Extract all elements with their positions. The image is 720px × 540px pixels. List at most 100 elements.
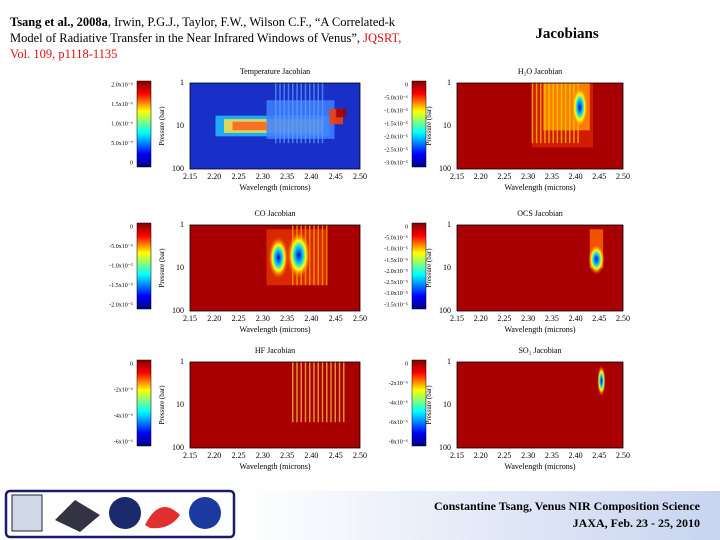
x-tick-label: 2.15 [450, 172, 464, 181]
colorbar-tick-label: 0 [405, 224, 408, 230]
panel: SO₂ Jacobian 0 -2x10⁻⁶ -4x10⁻⁶ -6x10⁻⁶ -8x10⁻… [389, 346, 630, 471]
citation-text: , Irwin, P.G.J., Taylor, F.W., Wilson C.… [10, 15, 396, 45]
colorbar-tick-label: -1.0x10⁻⁵ [384, 247, 408, 253]
x-tick-label: 2.45 [329, 314, 343, 323]
heatmap-stripe [313, 83, 315, 144]
y-tick-label: 100 [439, 164, 451, 173]
heatmap-feature [232, 121, 267, 131]
panel-title: OCS Jacobian [517, 209, 563, 218]
panel-title: H₂O Jacobian [518, 67, 562, 76]
heatmap-feature [336, 108, 347, 118]
x-tick-label: 2.20 [207, 314, 221, 323]
y-tick-label: 10 [176, 263, 184, 272]
y-tick-label: 100 [439, 306, 451, 315]
logos [4, 489, 236, 539]
x-tick-label: 2.30 [256, 451, 270, 460]
y-tick-label: 10 [176, 400, 184, 409]
heatmap-stripe [317, 83, 319, 144]
heatmap-stripe [334, 362, 336, 423]
colorbar-tick-label: -2.0x10⁻⁵ [109, 302, 133, 308]
heatmap-blob [571, 85, 589, 129]
heatmap-stripe [304, 83, 307, 144]
y-axis-label: Pressure (bar) [158, 106, 166, 146]
heatmap-stripe [296, 362, 298, 423]
heatmap-stripe [317, 225, 319, 286]
x-axis-label: Wavelength (microns) [239, 325, 310, 334]
colorbar-tick-label: 0 [405, 82, 408, 88]
colorbar-tick-label: -2.5x10⁻⁵ [384, 147, 408, 153]
x-tick-label: 2.35 [280, 451, 294, 460]
x-tick-label: 2.15 [183, 451, 197, 460]
x-tick-label: 2.50 [353, 314, 367, 323]
plot-frame [456, 361, 624, 449]
colorbar-tick-label: 2.0x10⁻⁶ [111, 82, 133, 88]
citation: Tsang et al., 2008a, Irwin, P.G.J., Tayl… [10, 14, 410, 62]
logo-sri [11, 494, 43, 532]
slide-title: Jacobians [535, 26, 599, 42]
y-tick-label: 100 [172, 443, 184, 452]
y-tick-label: 1 [180, 78, 184, 87]
x-tick-label: 2.20 [474, 451, 488, 460]
footer-line: JAXA, Feb. 23 - 25, 2010 [573, 516, 700, 530]
colorbar-tick-label: -1.5x10⁻⁵ [109, 283, 133, 289]
heatmap-stripe [560, 83, 563, 144]
x-tick-label: 2.45 [592, 451, 606, 460]
panel-title: SO₂ Jacobian [518, 346, 561, 355]
heatmap-stripe [292, 83, 294, 144]
heatmap-stripe [569, 83, 571, 144]
panels: Temperature Jacobian 2.0x10⁻⁶ 1.5x10⁻⁶ 1.0x… [109, 67, 630, 471]
journal-link[interactable]: JQSRT, Vol. 109, p1118-1135 [10, 31, 402, 61]
colorbar-tick-label: 1.0x10⁻⁶ [111, 121, 133, 127]
x-tick-label: 2.25 [497, 451, 511, 460]
colorbar-tick-label: -3.5x10⁻⁵ [384, 302, 408, 308]
x-axis-label: Wavelength (microns) [239, 462, 310, 471]
colorbar-tick-label: -1.5x10⁻⁵ [384, 258, 408, 264]
x-tick-label: 2.25 [497, 172, 511, 181]
heatmap-stripe [552, 83, 554, 144]
x-tick-label: 2.45 [329, 451, 343, 460]
colorbar-tick-label: -6x10⁻⁶ [114, 439, 133, 445]
panel-title: HF Jacobian [255, 346, 295, 355]
heatmap-stripe [548, 83, 550, 144]
footer-box [238, 491, 720, 540]
x-tick-label: 2.25 [497, 314, 511, 323]
colorbar-tick-label: -1.0x10⁻⁵ [384, 108, 408, 114]
heatmap-stripe [313, 362, 315, 423]
colorbar-tick-label: -4x10⁻⁶ [114, 413, 133, 419]
panel-title: CO Jacobian [254, 209, 295, 218]
heatmap-stripe [309, 83, 311, 144]
x-tick-label: 2.30 [256, 172, 270, 181]
logo-4 [145, 507, 180, 529]
heatmap-stripe [540, 83, 542, 144]
y-tick-label: 1 [447, 357, 451, 366]
colorbar-tick-label: 0 [130, 224, 133, 230]
colorbar-tick-label: -5.0x10⁻⁶ [384, 236, 408, 242]
heatmap-stripe [343, 362, 345, 423]
x-tick-label: 2.15 [450, 451, 464, 460]
x-tick-label: 2.50 [353, 451, 367, 460]
x-tick-label: 2.35 [545, 451, 559, 460]
colorbar-tick-label: 5.0x10⁻⁷ [111, 141, 133, 147]
x-tick-label: 2.35 [280, 172, 294, 181]
x-tick-label: 2.35 [545, 172, 559, 181]
x-tick-label: 2.50 [353, 172, 367, 181]
panel: OCS Jacobian 0 -5.0x10⁻⁶ -1.0x10⁻⁵ -1.5x10⁻⁵… [384, 209, 630, 334]
footer-line: Constantine Tsang, Venus NIR Composition… [434, 499, 701, 513]
colorbar-tick-label: -8x10⁻⁶ [389, 439, 408, 445]
colorbar-tick-label: -2.0x10⁻⁵ [384, 134, 408, 140]
plot-frame [456, 82, 624, 170]
heatmap-stripe [300, 362, 302, 423]
colorbar-tick-label: -3.0x10⁻⁵ [384, 291, 408, 297]
x-axis-label: Wavelength (microns) [504, 325, 575, 334]
heatmap-blob [286, 231, 311, 280]
x-tick-label: 2.40 [304, 172, 318, 181]
heatmap-stripe [279, 83, 281, 144]
heatmap-blob [268, 236, 289, 280]
x-tick-label: 2.30 [521, 172, 535, 181]
x-tick-label: 2.20 [474, 314, 488, 323]
x-tick-label: 2.15 [183, 172, 197, 181]
colorbar [411, 359, 427, 447]
colorbar [411, 80, 427, 168]
